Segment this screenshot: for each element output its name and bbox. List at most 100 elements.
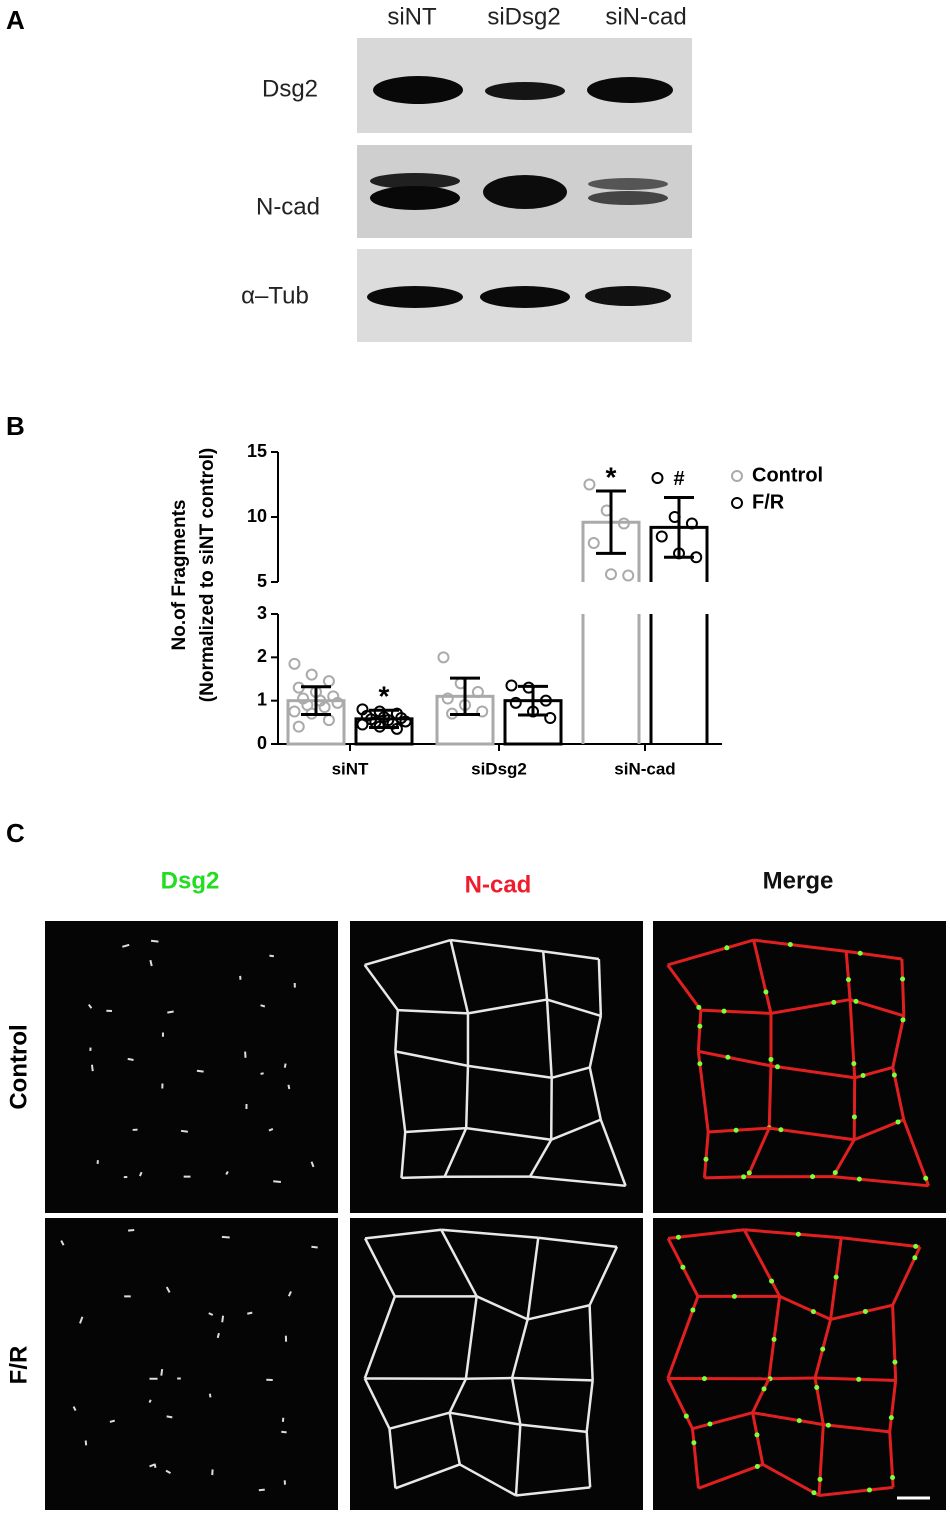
junction-speck (811, 1490, 816, 1495)
panel-label: A (6, 5, 25, 35)
band (485, 82, 565, 100)
legend-label: Control (752, 464, 823, 486)
junction-speck (856, 1377, 861, 1382)
data-point (294, 722, 304, 732)
junction-speck (788, 942, 793, 947)
junction-speck (775, 1064, 780, 1069)
y-tick-label: 2 (257, 646, 267, 666)
row-title: Control (5, 1024, 32, 1109)
membrane (769, 1378, 815, 1379)
junction-speck (834, 1275, 839, 1280)
y-tick-label: 10 (247, 506, 267, 526)
junction-speck (707, 1422, 712, 1427)
legend-marker (732, 498, 742, 508)
junction-speck (768, 1057, 773, 1062)
junction-speck (769, 1279, 774, 1284)
junction-speck (846, 977, 851, 982)
band (370, 186, 460, 210)
data-point (589, 538, 599, 548)
x-tick-label: siN-cad (614, 759, 675, 778)
row-label: Dsg2 (262, 75, 318, 102)
column-title: N-cad (465, 871, 532, 898)
junction-speck (734, 1128, 739, 1133)
data-point (438, 652, 448, 662)
junction-speck (851, 1061, 856, 1066)
junction-speck (923, 1176, 928, 1181)
junction-speck (92, 1065, 93, 1071)
junction-speck (676, 1235, 681, 1240)
junction-speck (128, 1230, 134, 1231)
junction-speck (833, 1170, 838, 1175)
junction-speck (259, 1490, 265, 1491)
band (483, 175, 567, 209)
significance-marker: * (379, 681, 390, 712)
junction-speck (261, 1005, 265, 1006)
junction-speck (161, 1369, 162, 1376)
membrane (902, 959, 904, 1016)
data-point (652, 473, 662, 483)
junction-speck (722, 1009, 727, 1014)
legend-marker (732, 471, 742, 481)
junction-speck (755, 1464, 760, 1469)
bar (583, 522, 639, 744)
junction-speck (697, 1061, 702, 1066)
junction-speck (762, 1386, 767, 1391)
junction-speck (831, 1000, 836, 1005)
junction-speck (852, 1114, 857, 1119)
junction-speck (311, 1247, 317, 1248)
junction-speck (861, 1073, 866, 1078)
junction-speck (128, 1059, 134, 1060)
band (373, 76, 463, 104)
y-tick-label: 5 (257, 571, 267, 591)
y-tick-label: 15 (247, 441, 267, 461)
junction-speck (725, 1055, 730, 1060)
junction-speck (110, 1421, 115, 1422)
junction-speck (702, 1376, 707, 1381)
junction-speck (167, 1416, 173, 1417)
junction-speck (741, 1174, 746, 1179)
junction-speck (892, 1360, 897, 1365)
data-point (623, 571, 633, 581)
junction-speck (181, 1131, 188, 1132)
junction-speck (732, 1294, 737, 1299)
junction-speck (858, 951, 863, 956)
junction-speck (890, 1475, 895, 1480)
junction-speck (269, 956, 273, 957)
junction-speck (724, 945, 729, 950)
membrane (466, 1066, 468, 1128)
junction-speck (778, 1127, 783, 1132)
junction-speck (817, 1477, 822, 1482)
band (587, 77, 673, 103)
junction-speck (167, 1012, 173, 1013)
data-point (657, 532, 667, 542)
junction-speck (796, 1232, 801, 1237)
junction-speck (696, 1005, 701, 1010)
row-title: F/R (5, 1346, 32, 1385)
micrograph (45, 921, 338, 1213)
y-tick-label: 3 (257, 603, 267, 623)
data-point (289, 659, 299, 669)
blot (357, 38, 692, 342)
junction-speck (288, 1085, 289, 1089)
data-point (606, 569, 616, 579)
junction-speck (222, 1237, 230, 1238)
junction-speck (913, 1244, 918, 1249)
data-point (324, 715, 334, 725)
data-point (307, 670, 317, 680)
data-point (506, 681, 516, 691)
junction-speck (697, 1024, 702, 1029)
junction-speck (863, 1309, 868, 1314)
junction-speck (703, 1157, 708, 1162)
significance-marker: * (606, 461, 617, 492)
junction-speck (814, 1385, 819, 1390)
junction-speck (197, 1071, 204, 1072)
junction-speck (684, 1414, 689, 1419)
junction-speck (680, 1265, 685, 1270)
data-point (584, 480, 594, 490)
junction-speck (797, 1418, 802, 1423)
junction-speck (826, 1423, 831, 1428)
micrographs (45, 921, 946, 1510)
junction-speck (811, 1309, 816, 1314)
significance-marker: # (673, 468, 684, 490)
